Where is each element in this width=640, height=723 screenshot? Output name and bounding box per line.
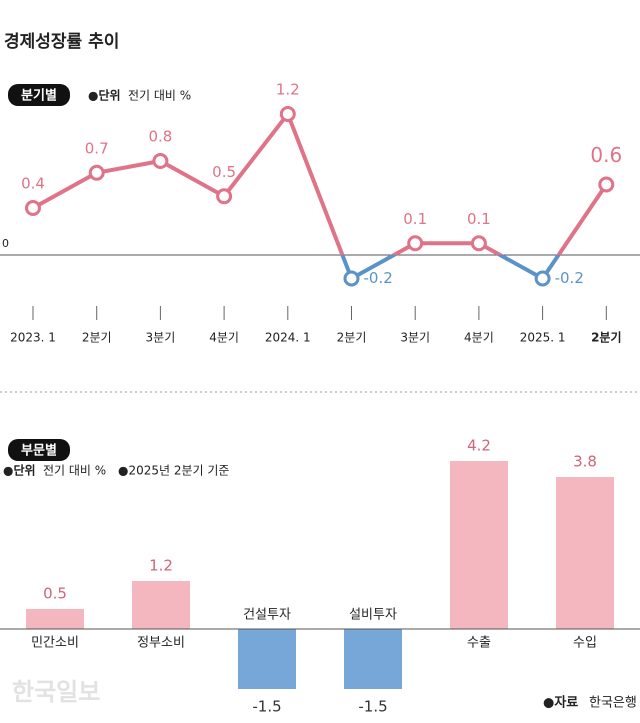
x-tick-label: 3분기 xyxy=(400,331,430,345)
marker xyxy=(88,164,105,181)
bar xyxy=(450,461,508,629)
value-label: 0.5 xyxy=(212,163,236,181)
value-label: 0.1 xyxy=(403,210,427,228)
value-label: -1.5 xyxy=(252,698,281,716)
x-tick-label: 2분기 xyxy=(82,331,112,345)
marker xyxy=(25,200,41,216)
marker xyxy=(279,106,296,122)
value-label: 4.2 xyxy=(467,437,491,455)
section-pill xyxy=(8,439,70,461)
x-tick-label: 수출 xyxy=(467,636,491,651)
value-label: -1.5 xyxy=(358,698,387,716)
section-pill xyxy=(8,84,70,106)
value-label: -0.2 xyxy=(555,269,584,287)
watermark: 한국일보 xyxy=(12,678,100,706)
x-tick-label: 2023. 1 xyxy=(10,331,56,345)
source-label: ●자료 xyxy=(543,696,578,711)
section-label: 분기별 xyxy=(21,88,57,104)
unit-label: ●단위 xyxy=(3,463,36,478)
x-tick-label: 4분기 xyxy=(464,331,494,345)
x-tick-label: 정부소비 xyxy=(137,636,185,651)
basis: ●2025년 2분기 기준 xyxy=(118,464,229,478)
value-label: -0.2 xyxy=(364,269,393,287)
x-tick-label: 4분기 xyxy=(209,331,239,345)
title: 경제성장률 추이 xyxy=(4,32,119,52)
value-label: 0.7 xyxy=(85,139,109,157)
value-label: 1.2 xyxy=(276,81,300,99)
marker xyxy=(470,235,487,252)
bar xyxy=(26,609,84,629)
x-tick-label: 건설투자 xyxy=(243,608,291,623)
source: 한국은행 xyxy=(589,695,637,711)
marker xyxy=(343,270,360,287)
x-tick-label: 2분기 xyxy=(337,331,367,345)
line-series xyxy=(340,255,561,281)
x-tick-label: 수입 xyxy=(573,636,597,651)
unit: 전기 대비 % xyxy=(43,464,106,478)
x-tick-label: 2분기 xyxy=(591,330,621,345)
value-label: 3.8 xyxy=(573,453,597,471)
x-tick-label: 설비투자 xyxy=(349,608,397,623)
x-tick-label: 3분기 xyxy=(146,331,176,345)
bar xyxy=(556,477,614,629)
marker xyxy=(216,188,233,205)
value-label: 1.2 xyxy=(149,557,173,575)
value-label: 0.4 xyxy=(21,175,45,193)
marker xyxy=(598,176,615,193)
bar xyxy=(238,629,296,689)
marker xyxy=(534,270,551,287)
y-tick-label: 0 xyxy=(2,237,9,250)
x-tick-label: 2024. 1 xyxy=(265,331,311,345)
marker xyxy=(407,235,424,252)
unit: 전기 대비 % xyxy=(128,89,191,103)
value-label: 0.5 xyxy=(43,585,67,603)
line-series xyxy=(32,112,608,255)
value-label: 0.8 xyxy=(148,128,172,146)
x-tick-label: 2025. 1 xyxy=(520,331,566,345)
value-label: 0.6 xyxy=(590,143,622,167)
unit-label: ●단위 xyxy=(88,88,121,103)
marker xyxy=(152,153,169,169)
bar xyxy=(132,581,190,629)
section-label: 부문별 xyxy=(21,443,57,459)
bar xyxy=(344,629,402,689)
x-tick-label: 민간소비 xyxy=(31,636,79,651)
value-label: 0.1 xyxy=(467,210,491,228)
